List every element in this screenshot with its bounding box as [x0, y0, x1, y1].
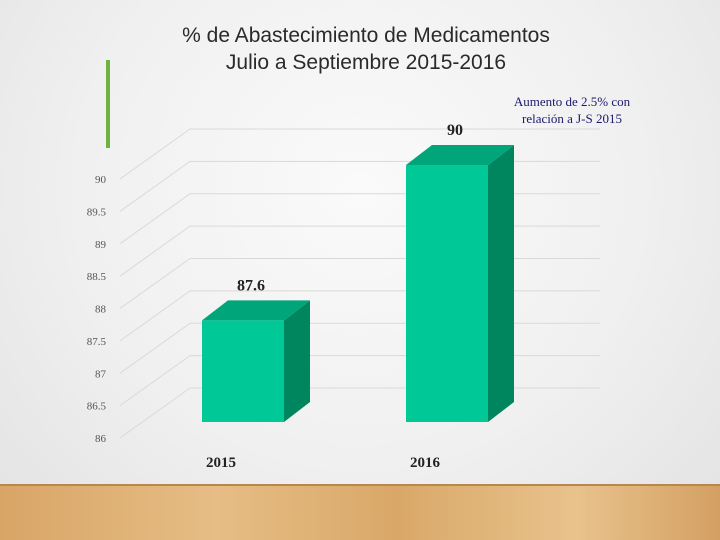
- gridline-diagonal: [119, 322, 191, 374]
- bar-top: [406, 145, 514, 165]
- bar-top: [202, 300, 310, 321]
- increase-note: Aumento de 2.5% con relación a J-S 2015: [513, 94, 631, 126]
- y-tick-label: 86.5: [87, 401, 107, 413]
- y-tick-label: 87: [95, 368, 107, 380]
- gridline-diagonal: [119, 355, 191, 407]
- gridline-diagonal: [119, 258, 191, 309]
- y-tick-label: 90: [95, 174, 107, 186]
- y-tick-label: 86: [95, 433, 107, 445]
- data-label: 87.6: [237, 277, 265, 294]
- y-tick-label: 87.5: [87, 336, 107, 348]
- gridline-diagonal: [119, 225, 191, 277]
- x-tick-label: 2015: [206, 455, 236, 471]
- bar: [406, 165, 488, 422]
- gridline-diagonal: [119, 387, 191, 439]
- bar: [202, 320, 284, 422]
- y-tick-label: 89: [95, 239, 107, 251]
- y-tick-label: 88.5: [87, 271, 107, 283]
- wooden-floor: [0, 486, 720, 540]
- bar-side: [284, 300, 310, 422]
- y-tick-label: 88: [95, 304, 107, 316]
- floor-edge: [0, 484, 720, 487]
- gridline-diagonal: [119, 193, 191, 245]
- title-line-2: Julio a Septiembre 2015-2016: [225, 51, 507, 74]
- chart-title: % de Abastecimiento de Medicamentos Juli…: [0, 22, 720, 76]
- y-tick-label: 89.5: [87, 206, 107, 218]
- accent-bar: [106, 60, 110, 148]
- title-line-1: % de Abastecimiento de Medicamentos: [182, 24, 550, 47]
- data-label: 90: [447, 122, 463, 139]
- bar-side: [488, 145, 514, 422]
- gridline-diagonal: [119, 128, 191, 180]
- gridline-diagonal: [119, 290, 191, 342]
- gridline-diagonal: [119, 160, 191, 212]
- x-tick-label: 2016: [410, 455, 441, 471]
